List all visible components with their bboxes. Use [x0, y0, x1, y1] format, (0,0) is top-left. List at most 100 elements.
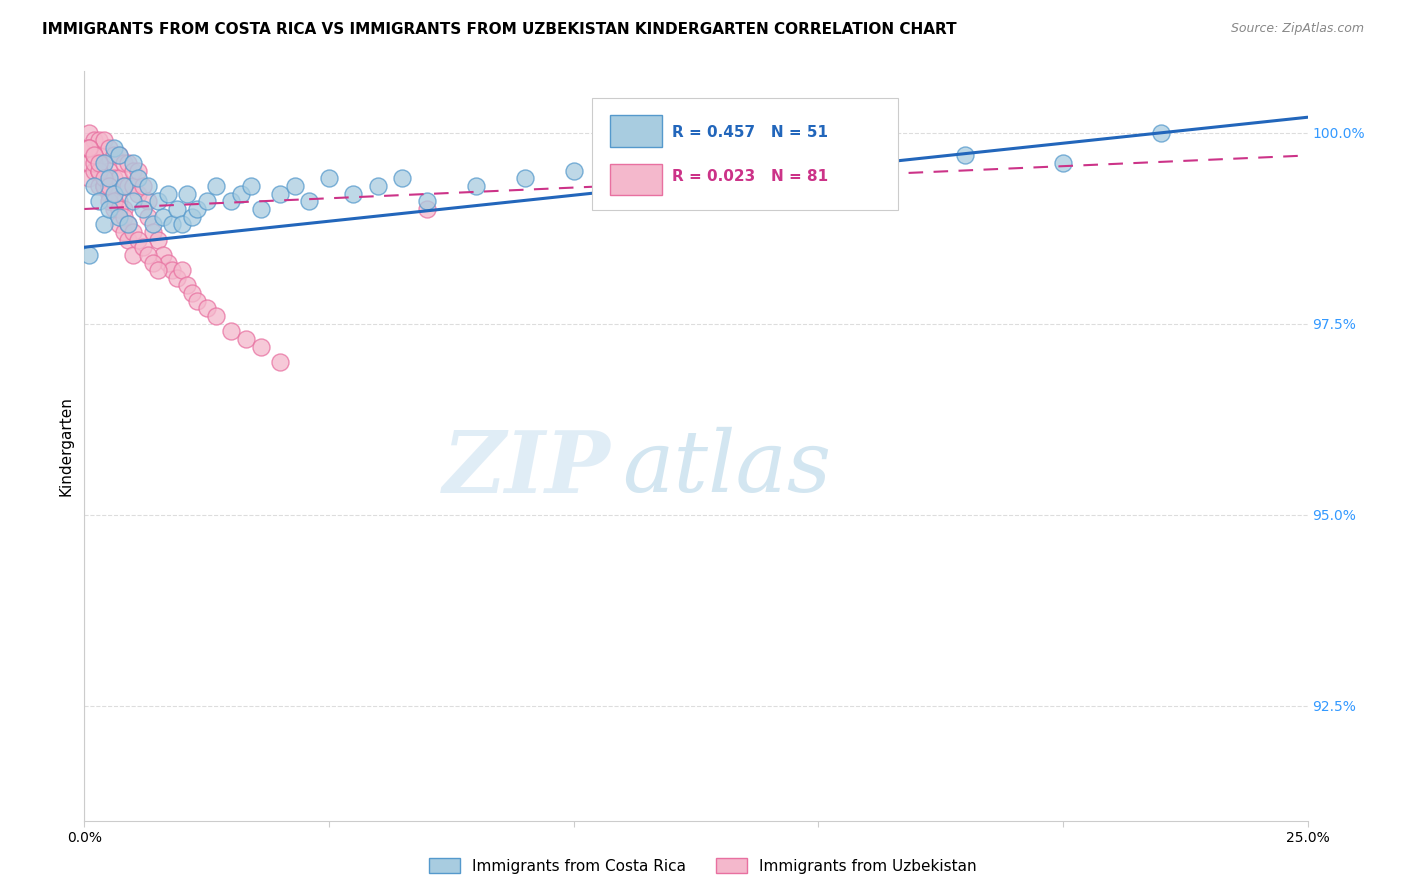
Point — [249, 340, 271, 354]
Point — [136, 194, 159, 209]
Point — [181, 210, 204, 224]
Point — [112, 156, 135, 170]
Point — [195, 194, 218, 209]
Point — [219, 194, 242, 209]
Point — [298, 194, 321, 209]
Point — [513, 171, 536, 186]
Point — [464, 179, 486, 194]
Point — [612, 171, 634, 186]
Point — [87, 148, 110, 162]
Text: R = 0.023   N = 81: R = 0.023 N = 81 — [672, 169, 828, 185]
Point — [122, 248, 145, 262]
Point — [112, 210, 135, 224]
Point — [87, 179, 110, 194]
Point — [136, 179, 159, 194]
Point — [122, 163, 145, 178]
Point — [77, 141, 100, 155]
FancyBboxPatch shape — [592, 97, 898, 210]
Point — [195, 301, 218, 316]
Point — [807, 171, 830, 186]
Point — [83, 148, 105, 162]
Point — [87, 194, 110, 209]
Point — [97, 171, 120, 186]
Point — [219, 324, 242, 338]
Point — [117, 217, 139, 231]
Point — [77, 126, 100, 140]
Point — [117, 233, 139, 247]
Point — [709, 156, 731, 170]
Point — [127, 186, 149, 201]
Point — [391, 171, 413, 186]
Point — [132, 179, 155, 194]
Point — [318, 171, 340, 186]
Point — [172, 217, 194, 231]
Point — [162, 217, 184, 231]
Text: Source: ZipAtlas.com: Source: ZipAtlas.com — [1230, 22, 1364, 36]
Point — [107, 148, 129, 162]
Point — [176, 278, 198, 293]
Point — [953, 148, 976, 162]
Point — [367, 179, 389, 194]
Point — [142, 225, 165, 239]
Point — [107, 171, 129, 186]
Point — [229, 186, 252, 201]
Point — [83, 179, 105, 194]
Point — [132, 202, 155, 216]
Point — [87, 163, 110, 178]
Point — [77, 171, 100, 186]
Point — [112, 179, 135, 194]
Text: R = 0.457   N = 51: R = 0.457 N = 51 — [672, 125, 828, 140]
Point — [176, 186, 198, 201]
Point — [342, 186, 364, 201]
Point — [249, 202, 271, 216]
Point — [117, 156, 139, 170]
Point — [1150, 126, 1173, 140]
Point — [136, 248, 159, 262]
Point — [93, 217, 115, 231]
Point — [122, 225, 145, 239]
Point — [142, 217, 165, 231]
Point — [1052, 156, 1074, 170]
Point — [93, 179, 115, 194]
Text: ZIP: ZIP — [443, 426, 610, 510]
Point — [103, 141, 125, 155]
Point — [93, 171, 115, 186]
Point — [87, 163, 110, 178]
Y-axis label: Kindergarten: Kindergarten — [58, 396, 73, 496]
Point — [205, 309, 228, 323]
Point — [97, 194, 120, 209]
Point — [97, 163, 120, 178]
Point — [103, 171, 125, 186]
Point — [186, 202, 208, 216]
Point — [416, 202, 439, 216]
Point — [186, 293, 208, 308]
Point — [83, 156, 105, 170]
Point — [103, 194, 125, 209]
Point — [132, 240, 155, 254]
Point — [107, 202, 129, 216]
Point — [172, 263, 194, 277]
Legend: Immigrants from Costa Rica, Immigrants from Uzbekistan: Immigrants from Costa Rica, Immigrants f… — [423, 852, 983, 880]
Point — [97, 179, 120, 194]
Point — [87, 163, 110, 178]
Point — [77, 141, 100, 155]
Point — [77, 248, 100, 262]
Point — [117, 179, 139, 194]
Point — [127, 233, 149, 247]
Point — [122, 179, 145, 194]
FancyBboxPatch shape — [610, 163, 662, 195]
Point — [156, 255, 179, 269]
Point — [136, 210, 159, 224]
Point — [181, 286, 204, 301]
Point — [103, 194, 125, 209]
Point — [122, 156, 145, 170]
Point — [239, 179, 262, 194]
Point — [107, 194, 129, 209]
Text: atlas: atlas — [623, 427, 832, 510]
Text: IMMIGRANTS FROM COSTA RICA VS IMMIGRANTS FROM UZBEKISTAN KINDERGARTEN CORRELATIO: IMMIGRANTS FROM COSTA RICA VS IMMIGRANTS… — [42, 22, 957, 37]
Point — [107, 217, 129, 231]
Point — [152, 248, 174, 262]
Point — [93, 156, 115, 170]
Point — [83, 148, 105, 162]
Point — [97, 179, 120, 194]
